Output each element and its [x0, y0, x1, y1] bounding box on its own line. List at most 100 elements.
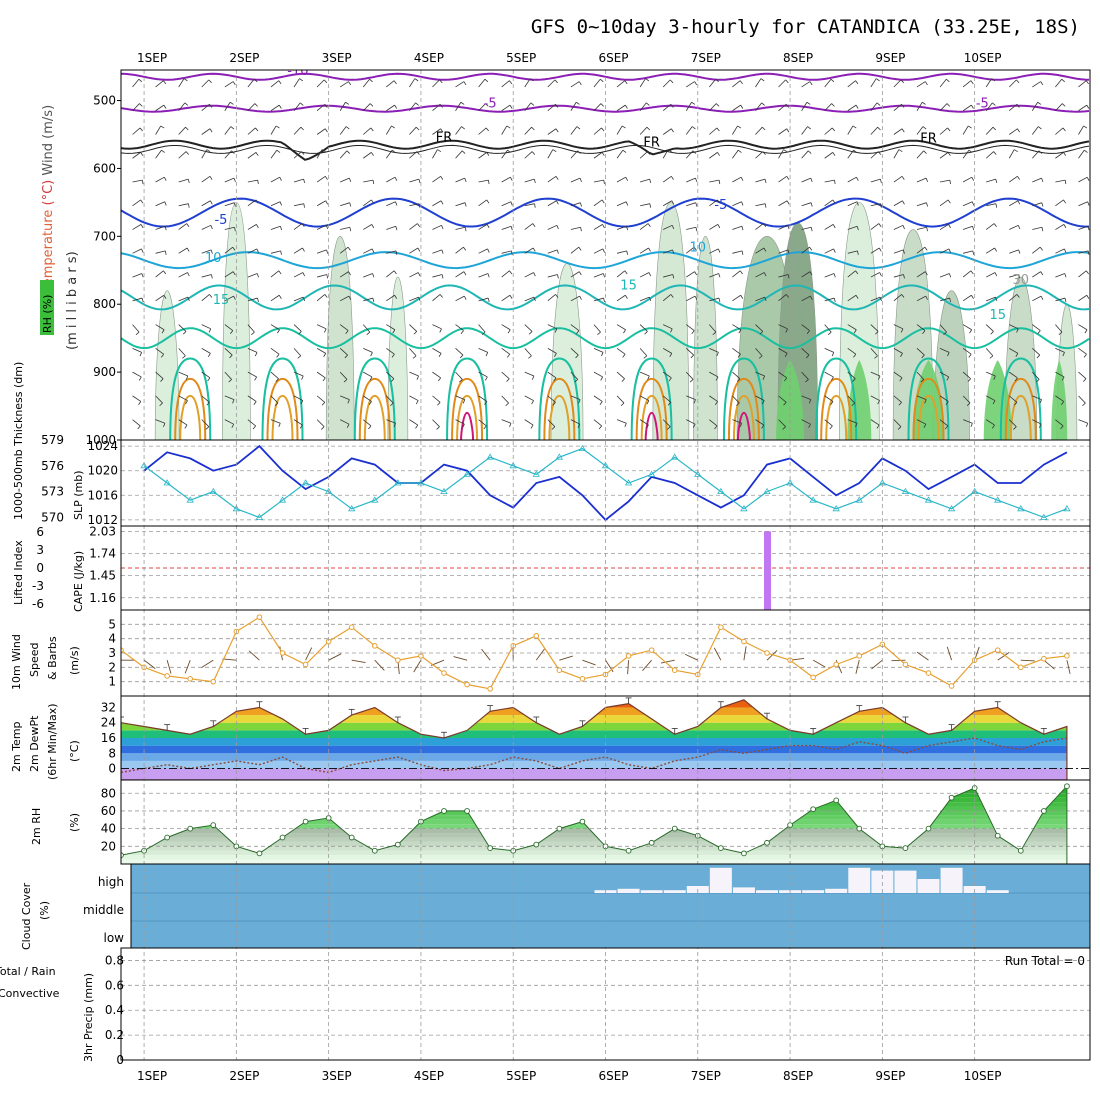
wind-barb-flag	[901, 128, 905, 133]
wind-barb-flag	[580, 202, 582, 207]
wind-barb	[270, 294, 280, 302]
wind-barb	[501, 104, 511, 112]
thickness-point	[647, 470, 656, 477]
wind-barb	[709, 78, 716, 88]
wind-barb	[685, 348, 694, 356]
day-label-bottom: 6SEP	[598, 1069, 628, 1083]
wind-barb-flag	[736, 402, 740, 407]
wind-barb-flag	[579, 177, 582, 182]
wind-barb-flag	[532, 223, 536, 228]
wind-barb	[939, 103, 948, 112]
wind-barb-flag	[441, 274, 444, 279]
wind-barb-flag	[276, 353, 280, 358]
rh-point	[533, 841, 540, 848]
wind-barb	[1078, 149, 1085, 159]
wind-barb-flag	[787, 274, 790, 279]
wind-barb	[755, 78, 762, 88]
wind-barb	[663, 249, 673, 254]
wind-barb-flag	[531, 375, 535, 380]
wind-barb	[639, 324, 648, 332]
wind-barb-flag	[644, 331, 648, 335]
wind-barb	[570, 150, 578, 159]
wind-speed-point	[625, 653, 632, 659]
wind-barb-flag	[326, 274, 329, 279]
wind-barb	[893, 371, 903, 379]
wind-barb-flag	[436, 426, 440, 430]
wind-barb-flag	[163, 176, 167, 181]
wind-barb	[386, 348, 395, 355]
wind-barb	[593, 273, 604, 278]
wind-barb	[593, 419, 602, 427]
wind-barb-flag	[738, 149, 742, 153]
wind-barb	[1032, 226, 1043, 230]
wind-barb-flag	[972, 250, 975, 255]
wind-barb	[1008, 149, 1015, 159]
wind-barb-flag	[462, 423, 465, 428]
wind-barb-flag	[460, 101, 465, 105]
wind-barb-flag	[879, 178, 882, 184]
wind-barb	[524, 395, 534, 401]
wind-barb	[155, 149, 162, 159]
wind-barb-flag	[1064, 180, 1067, 185]
thickness-point	[901, 487, 910, 494]
wind-barb	[662, 348, 673, 354]
rh-point	[810, 806, 816, 813]
wind-barb-flag	[209, 128, 213, 133]
wind-barb-flag	[418, 203, 421, 208]
rh-shade	[387, 276, 409, 440]
wind-barb-flag	[925, 177, 928, 182]
wind-barb	[686, 246, 695, 254]
wind-barb-flag	[324, 128, 328, 133]
wind-barb-flag	[646, 400, 650, 405]
rh2m-ylabel: 2m RH	[30, 808, 43, 845]
wind-barb-flag	[830, 401, 834, 405]
wind-barb	[1078, 371, 1087, 379]
wind-barb-flag	[346, 150, 351, 154]
wind-barb-flag	[1037, 330, 1041, 334]
wind-barb-flag	[647, 151, 651, 155]
wind-barb	[524, 324, 533, 332]
wind-barb-flag	[901, 104, 905, 108]
wind-barb	[432, 395, 441, 403]
wind-barb	[340, 226, 351, 230]
wind-barb-flag	[834, 180, 836, 185]
rh-band	[121, 846, 1067, 851]
wind-barb-flag	[325, 225, 329, 230]
wind-barb-flag	[714, 401, 718, 405]
wind-speed-point	[1064, 653, 1070, 659]
contour-label: 15	[620, 278, 637, 293]
wind-barb-flag	[993, 223, 997, 228]
wind-barb-flag	[412, 355, 417, 359]
wind-barb-flag	[943, 331, 947, 335]
wind-barb	[293, 178, 304, 183]
wind-barb-flag	[391, 149, 396, 153]
wind-barb-flag	[602, 273, 606, 278]
wind-barb-flag	[626, 250, 628, 255]
wind-barb-flag	[947, 199, 951, 204]
wind-barb-flag	[1017, 128, 1020, 133]
wind-barb-flag	[624, 295, 628, 299]
rh-point	[279, 834, 286, 841]
wind-barb	[755, 272, 765, 278]
rh-band	[121, 850, 1067, 856]
wind-barb	[801, 324, 810, 331]
wind-barb-flag	[186, 223, 190, 228]
wind-barb-flag	[368, 425, 372, 430]
wind-barb	[270, 348, 280, 355]
cloud-level-low: low	[104, 931, 125, 945]
rh-shade	[838, 202, 880, 440]
thickness-point	[463, 470, 471, 477]
wind-barb-flag	[761, 400, 765, 405]
wind-barb-flag	[186, 247, 190, 252]
rh-shade-green	[912, 360, 945, 440]
wind-speed-point	[441, 670, 447, 676]
wind-barb	[478, 179, 489, 183]
wind-barb-flag	[211, 274, 213, 279]
wind-barb-flag	[371, 199, 374, 204]
rh-point	[833, 797, 840, 804]
thickness-point	[855, 496, 863, 503]
wind-barb	[293, 419, 303, 426]
wind-barb	[339, 348, 348, 356]
wind-barb-flag	[232, 271, 236, 276]
wind-barb-10m	[222, 658, 237, 661]
